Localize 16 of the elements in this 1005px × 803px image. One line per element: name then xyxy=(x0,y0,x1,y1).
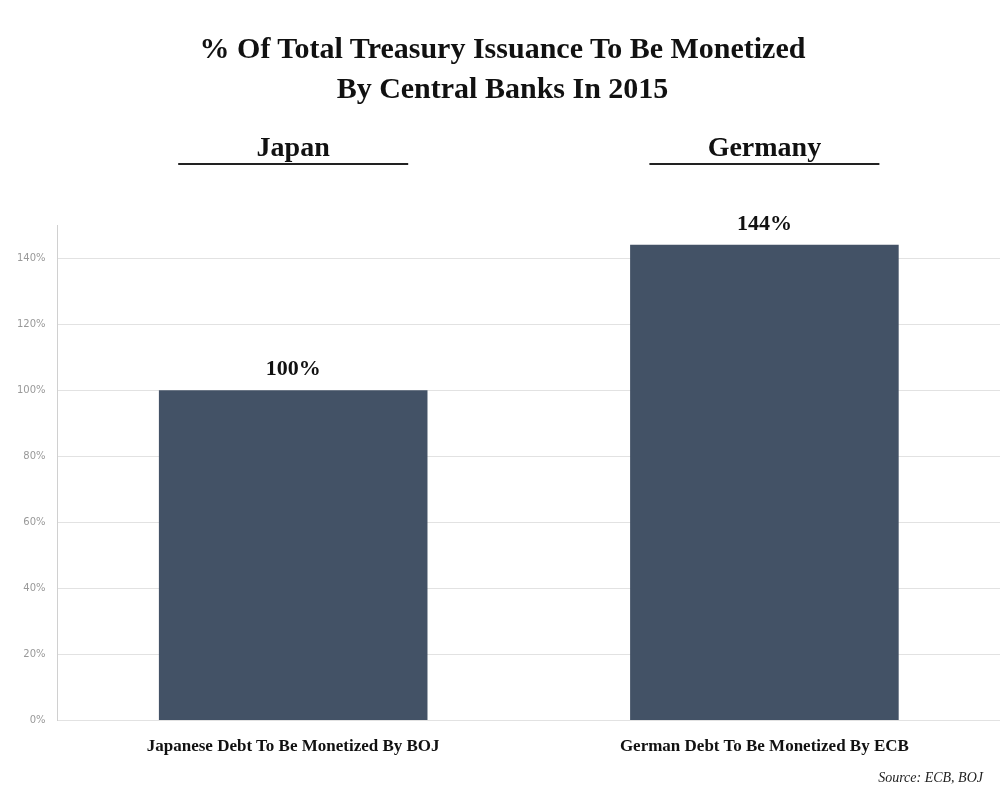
source-note: Source: ECB, BOJ xyxy=(878,770,983,786)
chart-title: % Of Total Treasury Issuance To Be Monetized By Central Banks In 2015 xyxy=(198,30,807,106)
y-tick-label: 20% xyxy=(23,648,46,660)
y-tick-label: 80% xyxy=(23,449,46,461)
data-label: 144% xyxy=(736,209,792,235)
y-tick-label: 0% xyxy=(29,714,46,726)
y-tick-label: 120% xyxy=(17,317,46,329)
y-tick-label: 40% xyxy=(23,582,46,594)
x-tick-label: German Debt To Be Monetized By ECB xyxy=(619,736,909,756)
y-tick-label: 60% xyxy=(23,515,46,527)
y-tick-label: 140% xyxy=(17,251,46,263)
text: Germany xyxy=(707,131,822,162)
data-label: 100% xyxy=(265,354,321,380)
y-tick-label: 100% xyxy=(17,383,46,395)
x-tick-label: Japanese Debt To Be Monetized By BOJ xyxy=(146,736,441,756)
text: Japan xyxy=(256,131,331,162)
